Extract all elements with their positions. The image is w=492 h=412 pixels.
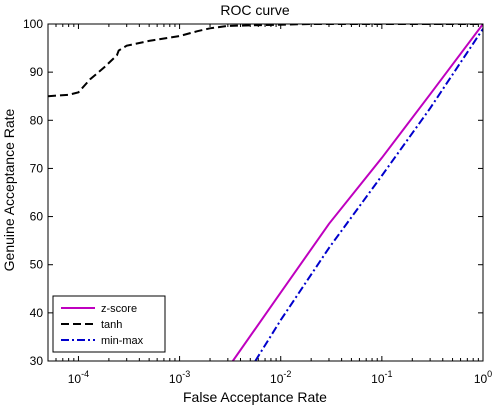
x-tick-label: 10-2 bbox=[270, 369, 291, 386]
x-tick-label: 10-4 bbox=[68, 369, 89, 386]
legend-label-tanh: tanh bbox=[101, 319, 122, 331]
series-line-min-max bbox=[254, 28, 483, 361]
y-tick-label: 60 bbox=[30, 210, 44, 224]
chart-title: ROC curve bbox=[220, 2, 289, 18]
series-line-tanh bbox=[48, 24, 483, 98]
x-axis-label: False Acceptance Rate bbox=[183, 389, 327, 405]
x-tick-label: 100 bbox=[474, 369, 492, 386]
legend-box bbox=[52, 295, 166, 353]
y-tick-label: 80 bbox=[30, 113, 44, 127]
tick-layer: 30 40 50 60 70 80 90 100 10-4 10-3 10-2 10-1 100 bbox=[23, 17, 492, 386]
y-tick-label: 40 bbox=[30, 306, 44, 320]
y-axis-label: Genuine Acceptance Rate bbox=[1, 108, 17, 271]
y-tick-label: 100 bbox=[23, 17, 43, 31]
legend-label-min-max: min-max bbox=[101, 335, 144, 347]
y-tick-label: 50 bbox=[30, 258, 44, 272]
y-tick-label: 90 bbox=[30, 65, 44, 79]
x-tick-label: 10-1 bbox=[371, 369, 392, 386]
y-tick-label: 30 bbox=[30, 354, 44, 368]
y-tick-label: 70 bbox=[30, 161, 44, 175]
legend-label-z-score: z-score bbox=[101, 303, 137, 315]
series-line-z-score bbox=[231, 24, 483, 361]
x-tick-label: 10-3 bbox=[169, 369, 190, 386]
legend: z-score tanh min-max bbox=[52, 295, 166, 353]
series-layer bbox=[48, 24, 483, 361]
